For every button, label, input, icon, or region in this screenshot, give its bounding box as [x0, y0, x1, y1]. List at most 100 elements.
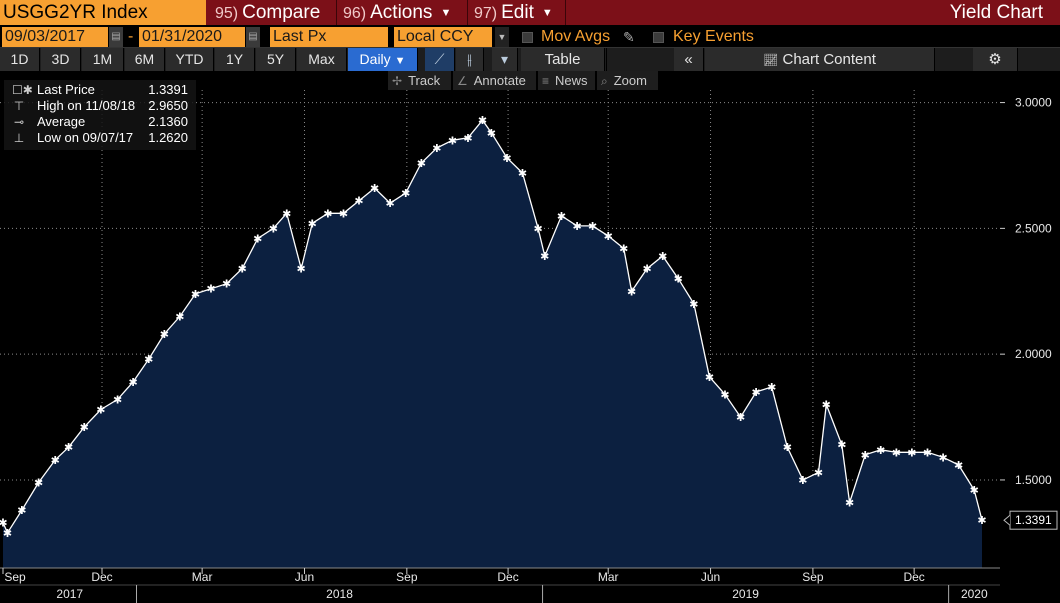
x-tick-label: Jun: [295, 570, 314, 584]
news-tool[interactable]: ≡ News: [538, 71, 596, 90]
period-1d[interactable]: 1D: [0, 48, 40, 71]
x-tick-label: Mar: [598, 570, 619, 584]
year-label: 2019: [732, 587, 759, 601]
data-point: ✱: [478, 114, 487, 127]
data-point: ✱: [736, 411, 745, 424]
edit-menu[interactable]: 97) Edit ▼: [468, 0, 566, 25]
data-point: ✱: [113, 393, 122, 406]
annotate-tool[interactable]: ∠ Annotate: [453, 71, 537, 90]
pencil-icon[interactable]: ✎: [623, 29, 635, 45]
low-marker-icon: ⊥: [13, 131, 25, 145]
data-point: ✱: [370, 182, 379, 195]
legend-average: ⊸ Average 2.1360: [4, 114, 196, 130]
data-point: ✱: [206, 283, 215, 296]
period-max[interactable]: Max: [297, 48, 347, 71]
data-point: ✱: [222, 278, 231, 291]
table-button[interactable]: Table: [521, 48, 605, 71]
chevron-down-icon: ▼: [394, 55, 406, 67]
annotate-label: Annotate: [473, 73, 526, 88]
y-tick-label: 3.0000: [1015, 96, 1052, 110]
data-point: ✱: [845, 497, 854, 510]
data-point: ✱: [674, 273, 683, 286]
currency-select[interactable]: Local CCY: [394, 27, 492, 47]
data-point: ✱: [923, 446, 932, 459]
period-5y[interactable]: 5Y: [256, 48, 296, 71]
data-point: ✱: [970, 484, 979, 497]
data-point: ✱: [767, 381, 776, 394]
data-point: ✱: [34, 476, 43, 489]
key-events-checkbox[interactable]: [653, 32, 664, 43]
year-label: 2017: [56, 587, 83, 601]
line-chart-icon[interactable]: ⟋: [425, 48, 455, 71]
chart-content-label: Chart Content: [782, 51, 876, 68]
legend-label: Low on 09/07/17: [37, 130, 134, 145]
frequency-select[interactable]: Daily ▼: [348, 48, 418, 71]
x-tick-label: Dec: [497, 570, 518, 584]
data-point: ✱: [540, 250, 549, 263]
data-point: ✱: [783, 441, 792, 454]
chevron-down-icon[interactable]: ▼: [495, 27, 509, 47]
period-toolbar: 1D 3D 1M 6M YTD 1Y 5Y Max Daily ▼ ⟋ ⫲ ▾ …: [0, 47, 1060, 71]
key-events-label: Key Events: [673, 28, 754, 45]
x-tick-label: Dec: [903, 570, 924, 584]
collapse-icon[interactable]: «: [674, 48, 704, 71]
data-point: ✱: [837, 439, 846, 452]
data-point: ✱: [80, 421, 89, 434]
data-point: ✱: [822, 398, 831, 411]
mov-avgs-checkbox[interactable]: [522, 32, 533, 43]
edit-label: Edit: [501, 2, 534, 23]
zoom-tool[interactable]: ⌕ Zoom: [597, 71, 659, 90]
data-point: ✱: [129, 376, 138, 389]
year-label: 2018: [326, 587, 353, 601]
legend-value: 2.9650: [148, 98, 188, 113]
compare-label: Compare: [242, 2, 321, 23]
y-tick-label: 2.5000: [1015, 221, 1052, 235]
legend-last-price[interactable]: ☐✱ Last Price 1.3391: [4, 82, 196, 98]
compare-number: 95): [215, 5, 239, 22]
data-point: ✱: [627, 285, 636, 298]
calendar-icon[interactable]: ▤: [109, 27, 123, 47]
chart-content-button[interactable]: 📈︎ Chart Content: [705, 48, 935, 71]
zoom-label: Zoom: [613, 73, 647, 88]
data-point: ✱: [876, 444, 885, 457]
calendar-icon[interactable]: ▤: [246, 27, 260, 47]
news-label: News: [555, 73, 588, 88]
data-point: ✱: [253, 232, 262, 245]
actions-label: Actions: [370, 2, 433, 23]
period-ytd[interactable]: YTD: [166, 48, 214, 71]
period-1y[interactable]: 1Y: [215, 48, 255, 71]
start-date-field[interactable]: 09/03/2017: [2, 27, 108, 47]
period-6m[interactable]: 6M: [125, 48, 165, 71]
data-point: ✱: [386, 197, 395, 210]
data-point: ✱: [798, 474, 807, 487]
date-separator: -: [128, 28, 134, 45]
data-point: ✱: [487, 127, 496, 140]
area-fill: [3, 120, 982, 568]
data-point: ✱: [518, 167, 527, 180]
compare-button[interactable]: 95) Compare: [209, 0, 337, 25]
mov-avgs-label: Mov Avgs: [541, 28, 611, 45]
actions-menu[interactable]: 96) Actions ▼: [337, 0, 468, 25]
data-point: ✱: [17, 504, 26, 517]
bar-chart-icon[interactable]: ⫲: [456, 48, 484, 71]
data-point: ✱: [417, 157, 426, 170]
track-tool[interactable]: ✢ Track: [388, 71, 452, 90]
data-point: ✱: [534, 222, 543, 235]
data-point: ✱: [557, 210, 566, 223]
period-3d[interactable]: 3D: [41, 48, 81, 71]
crosshair-icon: ✢: [392, 74, 403, 88]
legend-label: Average: [37, 114, 86, 129]
data-point: ✱: [619, 242, 628, 255]
price-field-select[interactable]: Last Px: [270, 27, 388, 47]
last-value-label: 1.3391: [1015, 513, 1052, 527]
period-1m[interactable]: 1M: [82, 48, 124, 71]
x-tick-label: Mar: [192, 570, 213, 584]
gear-icon[interactable]: ⚙: [973, 48, 1018, 71]
data-point: ✱: [191, 288, 200, 301]
star-icon: ☐✱: [12, 83, 33, 97]
end-date-field[interactable]: 01/31/2020: [139, 27, 245, 47]
chevron-down-icon[interactable]: ▾: [492, 48, 518, 71]
ticker-field[interactable]: USGG2YR Index: [0, 0, 206, 25]
data-point: ✱: [892, 446, 901, 459]
